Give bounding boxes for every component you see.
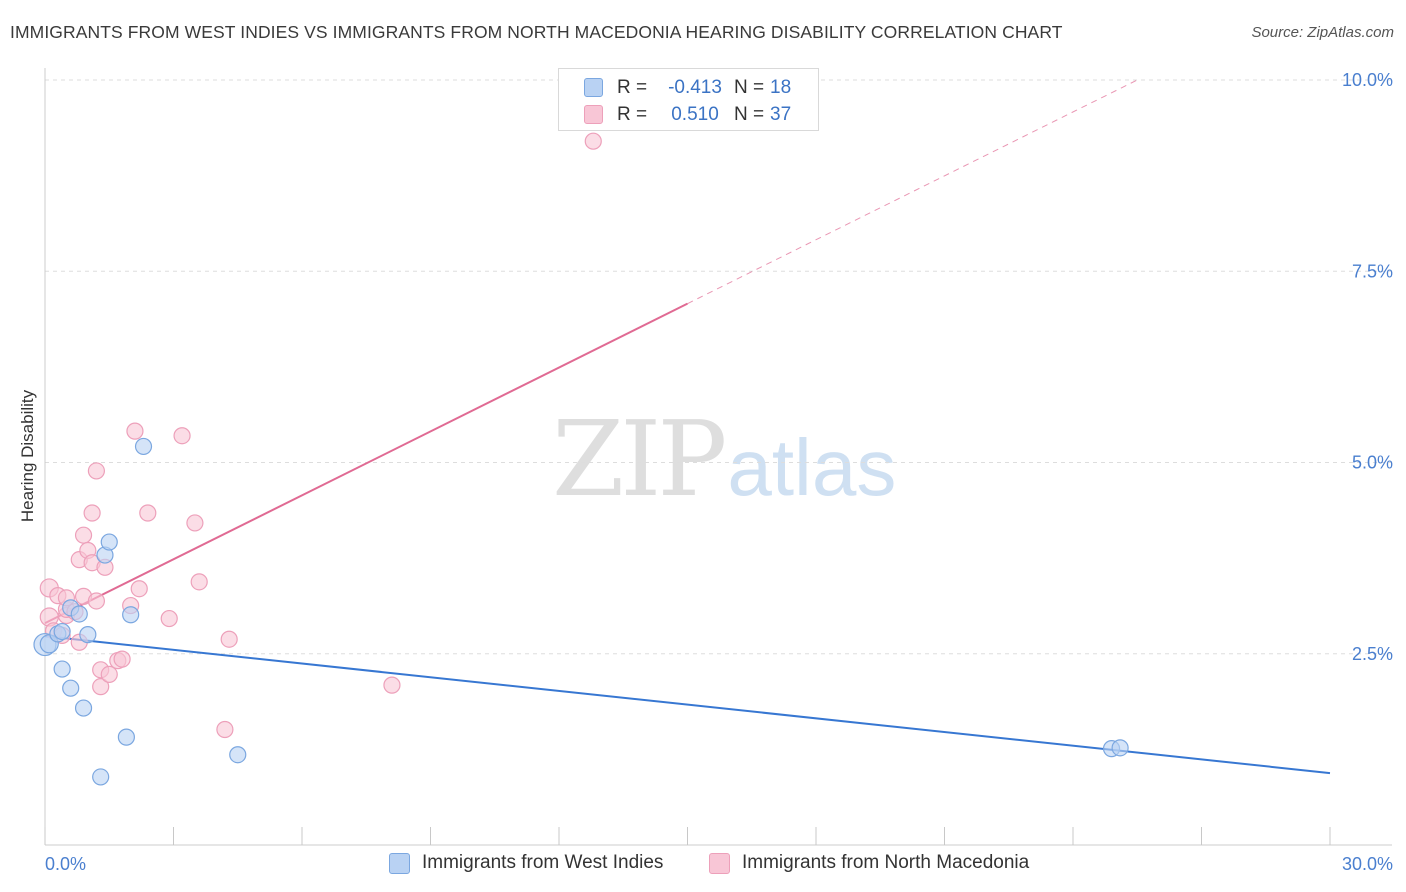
data-point-west-indies [79,626,97,644]
trend-line-extension-north-macedonia [687,79,1138,305]
data-point-west-indies [92,768,110,786]
x-tick-label: 0.0% [45,854,86,874]
grid-layer [45,79,1392,655]
data-point-north-macedonia [87,462,106,480]
y-tick-label: 7.5% [1352,261,1393,281]
legend-n-value: 18 [770,77,792,98]
legend-r-value: -0.413 [668,77,722,98]
y-tick-label: 5.0% [1352,453,1393,473]
data-point-west-indies [134,437,153,456]
trend-line-north-macedonia [44,302,688,625]
data-point-west-indies [229,746,247,764]
data-point-west-indies [122,606,140,624]
data-point-north-macedonia [113,650,131,668]
data-point-west-indies [53,660,71,678]
data-point-west-indies [100,533,118,551]
y-axis-label: Hearing Disability [18,389,37,523]
legend-r-label: R = [617,77,648,98]
data-point-north-macedonia [160,609,178,628]
chart-title: IMMIGRANTS FROM WEST INDIES VS IMMIGRANT… [10,22,1063,42]
data-point-north-macedonia [190,573,208,591]
bottom-legend-swatch-blue [389,853,410,874]
axis-layer [44,68,1392,846]
bottom-legend-swatch-pink [709,853,730,874]
data-point-north-macedonia [220,630,238,648]
data-point-north-macedonia [139,504,157,522]
data-point-north-macedonia [100,665,118,684]
label-layer: 2.5% 5.0% 7.5% 10.0% 0.0% 30.0% [45,70,1393,874]
legend-n-label: N = [734,104,765,125]
data-point-north-macedonia [584,132,602,150]
data-point-west-indies [62,679,80,697]
zipatlas-watermark: ZIPatlas [552,398,896,520]
data-point-west-indies [53,622,71,641]
y-tick-label: 10.0% [1342,70,1393,90]
data-point-north-macedonia [383,676,401,694]
data-point-west-indies [117,728,135,746]
x-tick-label: 30.0% [1342,854,1393,874]
legend-n-value: 37 [770,104,792,125]
data-point-north-macedonia [173,427,191,445]
data-point-west-indies [70,605,88,623]
data-point-north-macedonia [87,592,106,610]
y-tick-label: 2.5% [1352,644,1393,664]
data-point-north-macedonia [83,504,101,522]
points-layer [33,132,1129,786]
data-point-north-macedonia [186,514,204,532]
correlation-legend: R = -0.413 N = 18 R = 0.510 N = 37 [558,68,819,131]
legend-swatch-blue [584,78,603,97]
legend-n-label: N = [734,77,765,98]
data-point-west-indies [74,699,93,717]
watermark-zip: ZIP [552,398,727,520]
legend-swatch-pink [584,105,603,124]
trend-layer [44,79,1331,775]
data-point-north-macedonia [216,720,234,739]
data-point-north-macedonia [126,422,144,440]
bottom-legend-label: Immigrants from North Macedonia [742,852,1030,873]
legend-r-value: 0.510 [671,104,719,125]
source-credit: Source: ZipAtlas.com [1251,24,1394,41]
legend-r-label: R = [617,104,648,125]
data-point-north-macedonia [130,580,148,598]
watermark-atlas: atlas [727,423,897,512]
data-point-west-indies [1111,739,1129,757]
bottom-legend-label: Immigrants from West Indies [422,852,664,873]
data-point-north-macedonia [92,678,110,696]
data-point-north-macedonia [74,526,93,544]
